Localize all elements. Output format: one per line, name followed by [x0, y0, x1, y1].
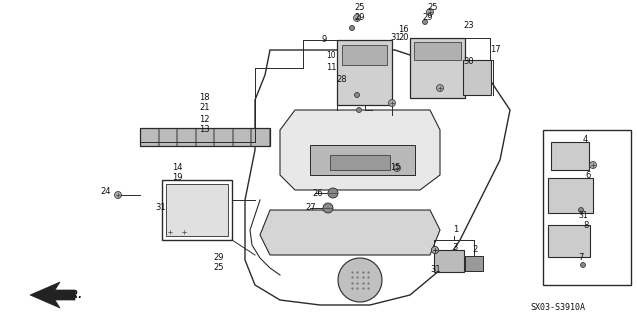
Bar — [410, 38, 465, 98]
Circle shape — [115, 191, 122, 198]
Circle shape — [338, 258, 382, 302]
Text: 28: 28 — [336, 76, 347, 84]
Text: 31: 31 — [155, 204, 166, 212]
Circle shape — [389, 100, 396, 107]
Text: 19: 19 — [172, 173, 182, 182]
Text: 9: 9 — [322, 36, 327, 44]
Text: 13: 13 — [199, 125, 210, 134]
Bar — [214, 128, 232, 146]
Text: 31: 31 — [430, 266, 441, 275]
Text: FR.: FR. — [65, 290, 83, 300]
Circle shape — [166, 228, 173, 236]
Text: 4: 4 — [583, 135, 588, 145]
Bar — [140, 128, 157, 146]
Text: 10: 10 — [326, 51, 336, 60]
Text: 31: 31 — [390, 34, 401, 43]
Circle shape — [589, 162, 596, 169]
Bar — [463, 60, 491, 95]
Bar — [166, 184, 228, 236]
Bar — [252, 128, 269, 146]
Circle shape — [354, 14, 361, 21]
Circle shape — [422, 20, 427, 25]
Bar — [159, 128, 176, 146]
Bar — [543, 130, 631, 285]
Bar — [196, 128, 213, 146]
Circle shape — [436, 84, 443, 92]
Text: 25: 25 — [213, 263, 224, 273]
Bar — [412, 76, 434, 96]
Bar — [414, 42, 461, 60]
Bar — [342, 45, 387, 65]
Circle shape — [355, 92, 359, 98]
Text: 21: 21 — [199, 103, 210, 113]
Text: 14: 14 — [172, 164, 182, 172]
Circle shape — [323, 203, 333, 213]
Text: 25: 25 — [354, 4, 364, 12]
Bar — [177, 128, 195, 146]
Text: 18: 18 — [199, 93, 210, 102]
Bar — [548, 225, 590, 257]
Text: 26: 26 — [312, 188, 322, 197]
Polygon shape — [260, 210, 440, 255]
Bar — [339, 68, 355, 82]
Text: 16: 16 — [398, 25, 408, 34]
Text: SX03-S3910A: SX03-S3910A — [530, 303, 585, 313]
Bar — [548, 178, 593, 213]
Text: 6: 6 — [585, 171, 590, 180]
Bar — [330, 155, 390, 170]
Text: 2: 2 — [472, 245, 477, 254]
Text: 1: 1 — [453, 226, 458, 235]
Polygon shape — [280, 110, 440, 190]
Text: 29: 29 — [213, 253, 224, 262]
Bar — [551, 142, 589, 170]
Text: 30: 30 — [463, 58, 474, 67]
Text: 29: 29 — [422, 13, 433, 22]
Text: 25: 25 — [427, 3, 438, 12]
Bar — [345, 70, 363, 84]
Bar — [162, 180, 232, 240]
Text: 23: 23 — [463, 21, 474, 30]
Bar — [465, 256, 483, 271]
Bar — [233, 128, 250, 146]
Circle shape — [427, 9, 434, 15]
Text: 12: 12 — [199, 116, 210, 124]
Bar — [337, 40, 392, 105]
Circle shape — [180, 228, 187, 236]
Circle shape — [580, 262, 585, 268]
Text: 7: 7 — [578, 253, 583, 262]
Circle shape — [431, 246, 438, 253]
Text: 11: 11 — [326, 63, 336, 73]
Text: 24: 24 — [100, 188, 110, 196]
Circle shape — [350, 26, 355, 30]
Bar — [140, 128, 270, 146]
Bar — [310, 145, 415, 175]
Text: 17: 17 — [490, 45, 501, 54]
Text: 29: 29 — [354, 12, 364, 21]
Bar — [340, 72, 354, 84]
Text: 8: 8 — [583, 220, 589, 229]
Circle shape — [431, 246, 438, 253]
Circle shape — [357, 108, 362, 113]
Polygon shape — [30, 282, 75, 308]
Bar — [434, 250, 464, 272]
Text: 27: 27 — [305, 204, 315, 212]
Circle shape — [394, 164, 401, 172]
Text: 31: 31 — [578, 211, 587, 220]
Text: 15: 15 — [390, 164, 401, 172]
Text: 20: 20 — [398, 34, 408, 43]
Circle shape — [328, 188, 338, 198]
Text: 3: 3 — [452, 244, 457, 252]
Circle shape — [578, 207, 583, 212]
